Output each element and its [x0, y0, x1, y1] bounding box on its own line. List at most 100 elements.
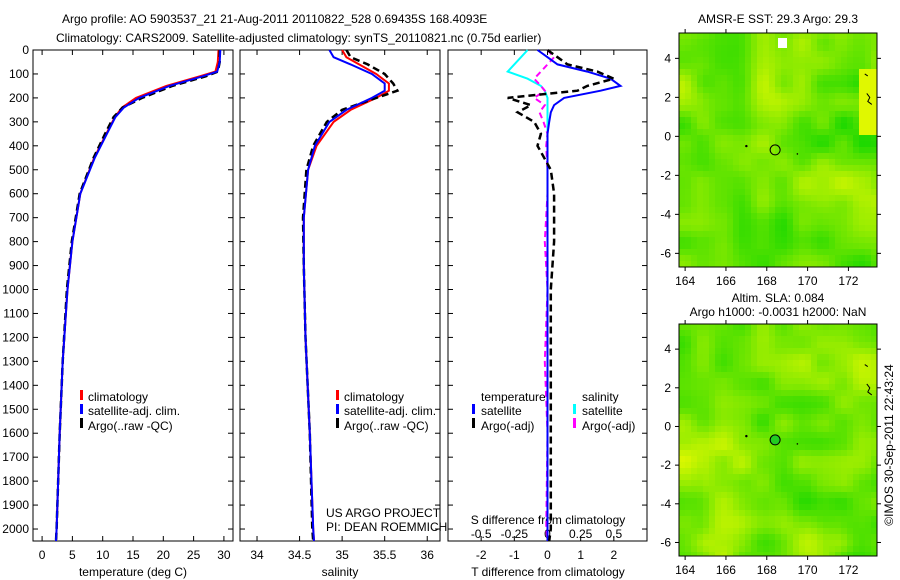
map-cell [739, 219, 745, 225]
y-tick-label: 1200 [2, 330, 29, 344]
map-cell [727, 534, 733, 540]
map-cell [697, 93, 703, 99]
map-cell [853, 336, 859, 342]
map-cell [841, 261, 847, 267]
map-cell [751, 213, 757, 219]
map-cell [709, 546, 715, 552]
map-cell [793, 183, 799, 189]
map-cell [727, 384, 733, 390]
map-cell [775, 33, 781, 39]
map-cell [709, 396, 715, 402]
map-cell [841, 330, 847, 336]
map-cell [679, 504, 685, 510]
map-cell [691, 261, 697, 267]
map-cell [691, 93, 697, 99]
map-cell [847, 195, 853, 201]
map-cell [787, 546, 793, 552]
map-cell [775, 330, 781, 336]
argo-line [54, 50, 221, 542]
map-cell [793, 456, 799, 462]
map-cell [835, 75, 841, 81]
map-cell [805, 330, 811, 336]
map-cell [751, 69, 757, 75]
map-cell [691, 183, 697, 189]
map-cell [715, 189, 721, 195]
map-cell [745, 462, 751, 468]
map-cell [805, 87, 811, 93]
map-cell [811, 171, 817, 177]
map-cell [751, 426, 757, 432]
map-cell [859, 534, 865, 540]
map-cell [847, 159, 853, 165]
map-cell [865, 486, 871, 492]
map-cell [745, 243, 751, 249]
map-cell [697, 201, 703, 207]
temperature-xlabel: temperature (deg C) [79, 565, 187, 579]
map-cell [757, 474, 763, 480]
map-cell [823, 189, 829, 195]
map-cell [781, 81, 787, 87]
map-cell [793, 147, 799, 153]
map-cell [685, 165, 691, 171]
map-cell [709, 255, 715, 261]
map-cell [793, 69, 799, 75]
map-cell [811, 498, 817, 504]
map-cell [727, 498, 733, 504]
map-cell [871, 384, 877, 390]
map-cell [763, 456, 769, 462]
map1-title: AMSR-E SST: 29.3 Argo: 29.3 [698, 12, 858, 26]
map-cell [841, 504, 847, 510]
map-cell [697, 63, 703, 69]
y-tick-label: 400 [9, 139, 29, 153]
map-cell [751, 348, 757, 354]
map-cell [871, 336, 877, 342]
map-cell [703, 468, 709, 474]
map-cell [727, 87, 733, 93]
map-cell [787, 378, 793, 384]
map-cell [775, 195, 781, 201]
map-cell [793, 261, 799, 267]
map-cell [799, 492, 805, 498]
map-cell [733, 87, 739, 93]
map-cell [787, 39, 793, 45]
map-cell [823, 195, 829, 201]
map-cell [769, 444, 775, 450]
map-cell [709, 105, 715, 111]
map-cell [751, 237, 757, 243]
map-cell [727, 336, 733, 342]
map-cell [709, 474, 715, 480]
map-cell [829, 117, 835, 123]
map-cell [859, 225, 865, 231]
map-cell [787, 141, 793, 147]
map-cell [775, 189, 781, 195]
map-cell [763, 504, 769, 510]
map-cell [691, 231, 697, 237]
map-cell [745, 336, 751, 342]
map-cell [751, 81, 757, 87]
map-cell [787, 63, 793, 69]
map-cell [733, 402, 739, 408]
map-cell [829, 255, 835, 261]
map-cell [829, 57, 835, 63]
map-cell [709, 147, 715, 153]
map-cell [823, 456, 829, 462]
map-cell [685, 105, 691, 111]
map-cell [829, 159, 835, 165]
map-cell [859, 348, 865, 354]
map-cell [793, 510, 799, 516]
map-cell [847, 408, 853, 414]
map-cell [715, 171, 721, 177]
map-cell [697, 33, 703, 39]
map-cell [733, 201, 739, 207]
map-cell [715, 93, 721, 99]
y-tick-label: 1000 [2, 283, 29, 297]
map-cell [709, 57, 715, 63]
map-cell [679, 57, 685, 63]
map-cell [757, 390, 763, 396]
map-cell [835, 450, 841, 456]
map-cell [835, 87, 841, 93]
legend-swatch-climatology [80, 390, 83, 400]
map-cell [871, 105, 877, 111]
map-cell [757, 189, 763, 195]
map-cell [685, 468, 691, 474]
